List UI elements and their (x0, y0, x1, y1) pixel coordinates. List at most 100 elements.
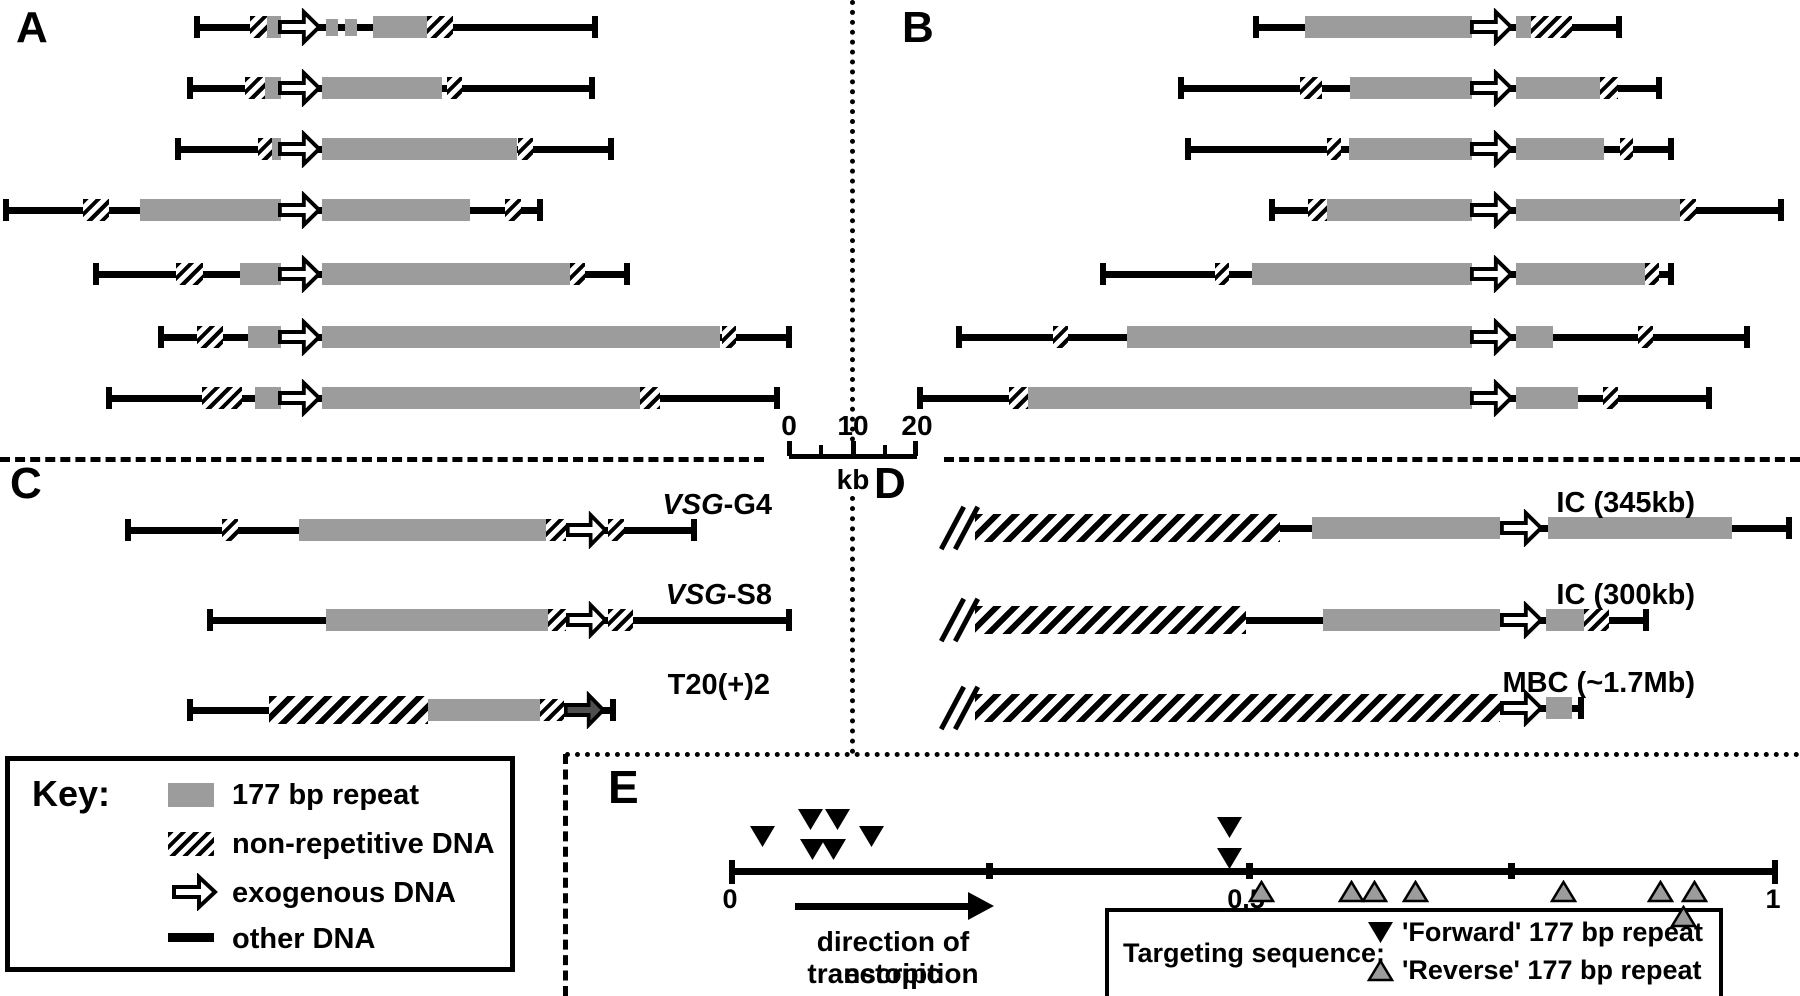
construct-B3-end-tick (1668, 138, 1674, 160)
construct-C1-name-italic: VSG (662, 489, 724, 521)
construct-B1-177bp-repeat-box (1305, 16, 1472, 38)
construct-A7-non-repetitive-box (640, 387, 660, 409)
construct-B7-non-repetitive-box (1009, 387, 1028, 409)
construct-D1-end-tick (1786, 517, 1792, 539)
construct-A5-177bp-repeat-box (240, 263, 281, 285)
panel-e-axis-label-0: 0 (722, 884, 738, 914)
panel-e-axis-tick-05 (1246, 863, 1253, 879)
key-swatch-other-dna (168, 933, 214, 942)
construct-D1-non-repetitive-box (975, 514, 1280, 542)
construct-B2-177bp-repeat-box (1516, 77, 1600, 99)
construct-A1-177bp-repeat-box (373, 16, 427, 38)
forward-repeat-marker (749, 825, 776, 848)
construct-D1-177bp-repeat-box (1312, 517, 1500, 539)
separator-center-vertical-bottom (850, 496, 855, 754)
separator-panel-e-top (565, 752, 1800, 757)
panel-d-label: D (874, 459, 906, 508)
construct-A2-non-repetitive-box (447, 77, 462, 99)
direction-arrow-head-icon (968, 892, 994, 920)
construct-B1-start-tick (1253, 16, 1259, 38)
construct-A4-exogenous-arrow-icon (278, 191, 322, 229)
construct-A6-start-tick (158, 326, 164, 348)
construct-B3-non-repetitive-box (1327, 138, 1341, 160)
construct-C2-non-repetitive-box (608, 609, 633, 631)
construct-A6-non-repetitive-box (197, 326, 223, 348)
scalebar-tick-10 (851, 441, 856, 456)
construct-B5-non-repetitive-box (1645, 263, 1659, 285)
separator-panel-e-left (563, 754, 568, 996)
construct-A7-177bp-repeat-box (322, 387, 640, 409)
construct-A2-non-repetitive-box (245, 77, 265, 99)
construct-B4-non-repetitive-box (1680, 199, 1696, 221)
key-swatch-exogenous-dna-arrow-icon (168, 873, 222, 911)
construct-A1-non-repetitive-box (427, 16, 453, 38)
construct-B7-start-tick (917, 387, 923, 409)
construct-D2-177bp-repeat-box (1323, 609, 1500, 631)
reverse-repeat-marker (1647, 880, 1674, 903)
scalebar-tick-15 (883, 445, 887, 456)
construct-C3-non-repetitive-box (269, 696, 428, 724)
construct-A7-177bp-repeat-box (255, 387, 281, 409)
construct-C2-start-tick (207, 609, 213, 631)
construct-C3-177bp-repeat-box (428, 699, 540, 721)
construct-A5-177bp-repeat-box (322, 263, 570, 285)
construct-A7-end-tick (774, 387, 780, 409)
construct-A5-start-tick (93, 263, 99, 285)
construct-C1-name-label: VSG-G4 (662, 489, 772, 522)
construct-A3-177bp-repeat-box (272, 138, 281, 160)
panel-e-axis-tick-end (1772, 860, 1778, 884)
scalebar-label-10: 10 (837, 410, 869, 441)
construct-A5-exogenous-arrow-icon (278, 255, 322, 293)
direction-arrow-shaft (795, 903, 973, 910)
targeting-legend-title: Targeting sequence: (1123, 938, 1386, 968)
construct-A6-non-repetitive-box (722, 326, 736, 348)
construct-A3-non-repetitive-box (258, 138, 272, 160)
construct-B5-exogenous-arrow-icon (1470, 255, 1514, 293)
key-swatch-non-repetitive-dna (168, 832, 214, 856)
construct-D3-end-tick (1578, 697, 1584, 719)
construct-B5-end-tick (1668, 263, 1674, 285)
construct-B6-end-tick (1744, 326, 1750, 348)
construct-B7-177bp-repeat-box (1028, 387, 1472, 409)
construct-D3-name-label: MBC (~1.7Mb) (1502, 667, 1695, 700)
construct-A1-start-tick (194, 16, 200, 38)
construct-B3-exogenous-arrow-icon (1470, 130, 1514, 168)
construct-A3-non-repetitive-box (518, 138, 533, 160)
construct-C2-non-repetitive-box (548, 609, 566, 631)
scalebar-tick-5 (819, 445, 823, 456)
construct-B4-177bp-repeat-box (1327, 199, 1472, 221)
construct-B1-exogenous-arrow-icon (1470, 8, 1514, 46)
construct-A6-177bp-repeat-box (322, 326, 720, 348)
construct-D2-177bp-repeat-box (1546, 609, 1584, 631)
construct-A3-end-tick (608, 138, 614, 160)
construct-B5-177bp-repeat-box (1516, 263, 1645, 285)
construct-D2-non-repetitive-box (1584, 609, 1609, 631)
construct-D2-non-repetitive-box (975, 606, 1246, 634)
forward-repeat-marker (1216, 847, 1243, 870)
panel-e-axis (732, 868, 1777, 875)
reverse-triangle-icon (1367, 959, 1394, 982)
key-title: Key: (32, 773, 111, 814)
construct-C3-name-text: T20(+)2 (667, 669, 770, 701)
construct-C2-name-italic: VSG (665, 579, 727, 611)
construct-C2-exogenous-arrow-icon (566, 601, 608, 639)
construct-B6-non-repetitive-box (1053, 326, 1068, 348)
construct-B6-non-repetitive-box (1638, 326, 1653, 348)
construct-D1-exogenous-arrow-icon (1500, 509, 1544, 547)
construct-D2-name-label: IC (300kb) (1556, 579, 1695, 612)
construct-D2-exogenous-arrow-icon (1500, 601, 1544, 639)
construct-A4-non-repetitive-box (505, 199, 521, 221)
direction-text-line2: transcription (807, 958, 979, 989)
construct-A1-exogenous-arrow-icon (278, 8, 322, 46)
construct-C2-name-text: -S8 (726, 579, 772, 611)
construct-C3-exogenous-arrow-dark-icon (564, 691, 606, 729)
construct-A4-177bp-repeat-box (322, 199, 470, 221)
construct-C1-non-repetitive-box (608, 519, 624, 541)
panel-e-label: E (608, 761, 639, 813)
construct-A3-exogenous-arrow-icon (278, 130, 322, 168)
construct-B7-exogenous-arrow-icon (1470, 379, 1514, 417)
scalebar-tick-20 (913, 441, 918, 456)
panel-c-label: C (10, 459, 42, 508)
construct-B3-177bp-repeat-box (1516, 138, 1604, 160)
separator-right-horizontal (944, 457, 1800, 462)
